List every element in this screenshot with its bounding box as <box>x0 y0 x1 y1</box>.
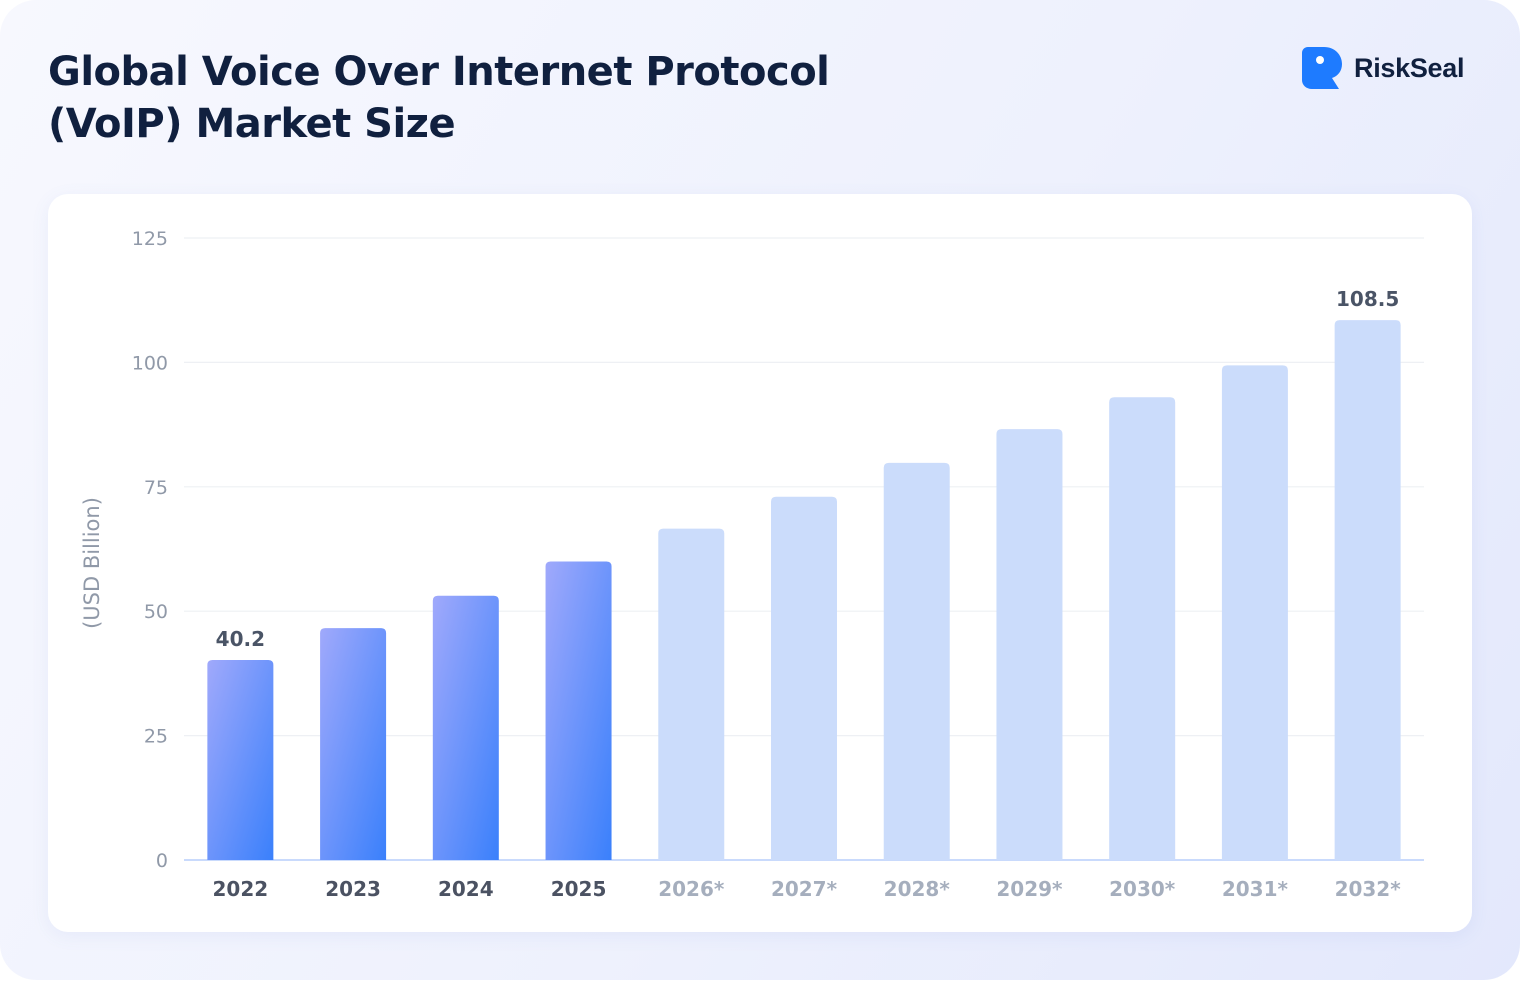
x-tick-label: 2026* <box>658 877 725 901</box>
title-line-1: Global Voice Over Internet Protocol <box>48 49 830 95</box>
page-title: Global Voice Over Internet Protocol (VoI… <box>48 46 868 150</box>
y-axis-ticks: 0 25 50 75 100 125 <box>132 228 168 872</box>
x-tick-label: 2022 <box>213 877 269 901</box>
data-label: 40.2 <box>216 627 265 651</box>
y-tick-label: 50 <box>144 601 168 623</box>
data-labels: 40.2 108.5 <box>216 287 1400 651</box>
x-tick-label: 2024 <box>438 877 494 901</box>
bar-2026-projected <box>658 528 725 860</box>
x-tick-label: 2025 <box>551 877 607 901</box>
bar-2029-projected <box>996 429 1063 860</box>
bar-2032-projected <box>1334 320 1401 860</box>
x-tick-label: 2028* <box>884 877 951 901</box>
title-line-2: (VoIP) Market Size <box>48 101 456 147</box>
x-tick-label: 2029* <box>996 877 1063 901</box>
brand-logo: RiskSeal <box>1302 47 1464 89</box>
brand-name: RiskSeal <box>1354 52 1465 83</box>
x-tick-label: 2030* <box>1109 877 1176 901</box>
x-tick-label: 2031* <box>1222 877 1289 901</box>
bar-2022 <box>207 659 274 860</box>
bar-chart: 0 25 50 75 100 125 2022 2023 2024 2025 2026* 2027*… <box>80 228 1424 901</box>
data-label: 108.5 <box>1336 287 1399 311</box>
x-tick-label: 2027* <box>771 877 838 901</box>
y-tick-label: 0 <box>156 850 168 872</box>
bar-2031-projected <box>1221 365 1288 860</box>
bar-2025 <box>545 561 612 860</box>
y-tick-label: 75 <box>144 477 168 499</box>
x-tick-label: 2023 <box>325 877 381 901</box>
x-axis-ticks: 2022 2023 2024 2025 2026* 2027* 2028* 2029* 2030… <box>213 877 1402 901</box>
bars <box>207 320 1401 860</box>
y-tick-label: 100 <box>132 352 168 374</box>
y-axis-label: (USD Billion) <box>80 497 104 629</box>
bar-2030-projected <box>1109 397 1176 860</box>
bar-2023 <box>320 628 387 860</box>
chart-card: 0 25 50 75 100 125 2022 2023 2024 2025 2026* 2027*… <box>48 194 1472 932</box>
bar-2028-projected <box>883 462 950 860</box>
y-tick-label: 125 <box>132 228 168 250</box>
x-tick-label: 2032* <box>1335 877 1402 901</box>
bar-2027-projected <box>771 496 837 860</box>
riskseal-logo-icon <box>1302 47 1342 89</box>
y-tick-label: 25 <box>144 726 168 748</box>
bar-2024 <box>432 595 499 860</box>
